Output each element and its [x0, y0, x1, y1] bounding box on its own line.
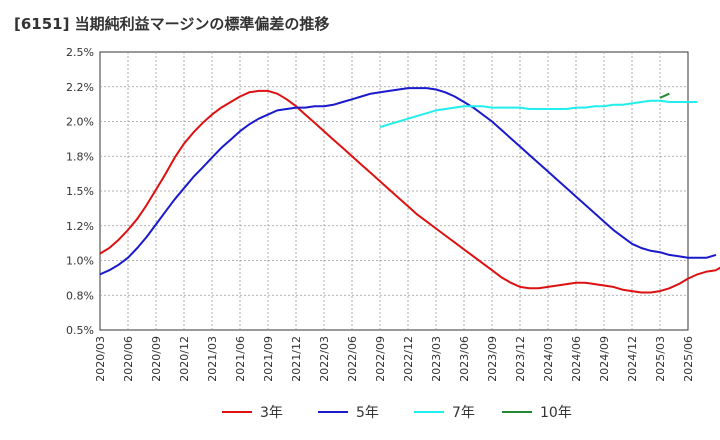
y-tick-label: 1.8% — [66, 150, 94, 163]
x-tick-label: 2022/09 — [374, 336, 387, 382]
x-tick-label: 2021/06 — [234, 336, 247, 382]
y-tick-label: 2.2% — [66, 81, 94, 94]
x-tick-label: 2020/09 — [150, 336, 163, 382]
legend-label: 3年 — [260, 405, 283, 421]
chart-title: [6151] 当期純利益マージンの標準偏差の推移 — [14, 15, 330, 33]
x-tick-label: 2024/06 — [570, 336, 583, 382]
x-tick-label: 2024/03 — [542, 336, 555, 382]
x-tick-label: 2021/12 — [290, 336, 303, 382]
x-tick-label: 2021/09 — [262, 336, 275, 382]
series-line-10年 — [659, 92, 670, 99]
x-tick-label: 2023/09 — [486, 336, 499, 382]
x-tick-label: 2020/12 — [178, 336, 191, 382]
legend: 3年 5年 7年 10年 — [222, 405, 572, 421]
y-tick-label: 2.5% — [66, 46, 94, 59]
y-axis-ticks: 0.5% 0.8% 1.0% 1.2% 1.5% 1.8% 2.0% 2.2% 2.5% — [66, 46, 94, 337]
y-tick-label: 2.0% — [66, 116, 94, 129]
series-line-5年 — [99, 87, 717, 276]
x-tick-label: 2022/12 — [402, 336, 415, 382]
series-line-3年 — [99, 89, 720, 294]
y-tick-label: 0.5% — [66, 324, 94, 337]
y-tick-label: 0.8% — [66, 289, 94, 302]
x-tick-label: 2022/03 — [318, 336, 331, 382]
x-tick-label: 2023/06 — [458, 336, 471, 382]
y-tick-label: 1.2% — [66, 220, 94, 233]
series-lines — [99, 87, 720, 294]
x-tick-label: 2024/09 — [598, 336, 611, 382]
x-tick-label: 2023/12 — [514, 336, 527, 382]
x-tick-label: 2020/06 — [122, 336, 135, 382]
x-tick-label: 2022/06 — [346, 336, 359, 382]
x-tick-label: 2021/03 — [206, 336, 219, 382]
y-tick-label: 1.0% — [66, 255, 94, 268]
x-tick-label: 2020/03 — [94, 336, 107, 382]
x-tick-label: 2025/06 — [682, 336, 695, 382]
series-line-7年 — [379, 99, 698, 129]
x-tick-label: 2023/03 — [430, 336, 443, 382]
grid-lines — [99, 51, 689, 331]
x-axis-ticks: 2020/03 2020/06 2020/09 2020/12 2021/03 2021/… — [94, 336, 695, 382]
x-tick-label: 2025/03 — [654, 336, 667, 382]
legend-label: 7年 — [452, 405, 475, 421]
legend-label: 5年 — [356, 405, 379, 421]
legend-label: 10年 — [540, 405, 572, 421]
y-tick-label: 1.5% — [66, 185, 94, 198]
x-tick-label: 2024/12 — [626, 336, 639, 382]
